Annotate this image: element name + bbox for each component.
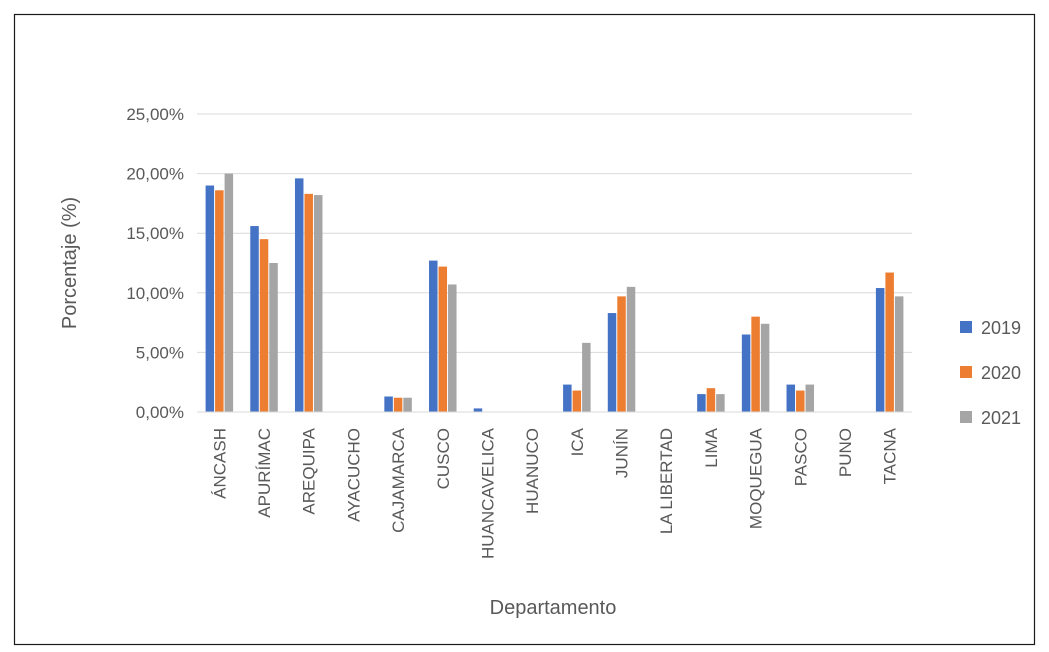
- bar-2019: [697, 394, 706, 412]
- bar-2021: [403, 397, 412, 412]
- bar-2019: [473, 408, 483, 412]
- y-tick-label: 10,00%: [126, 284, 184, 303]
- bar-2021: [313, 195, 323, 412]
- x-tick-label: ÁNCASH: [210, 428, 229, 499]
- legend-swatch: [960, 366, 972, 378]
- legend-swatch: [960, 411, 972, 423]
- bar-2021: [626, 286, 636, 412]
- bar-2021: [894, 296, 904, 412]
- y-tick-label: 15,00%: [126, 224, 184, 243]
- bar-2020: [304, 193, 313, 412]
- x-tick-label: HUANUCO: [523, 428, 542, 514]
- bar-2019: [294, 178, 304, 412]
- bar-2019: [250, 226, 259, 412]
- bar-2020: [393, 397, 403, 412]
- x-tick-label: LA LIBERTAD: [657, 428, 676, 534]
- bar-2021: [224, 173, 234, 412]
- legend-label: 2020: [981, 363, 1021, 383]
- x-axis-title: Departamento: [490, 597, 617, 619]
- bar-2019: [786, 384, 796, 412]
- bar-2020: [796, 390, 805, 412]
- bar-2021: [716, 394, 725, 412]
- bar-2021: [805, 384, 815, 412]
- y-tick-label: 0,00%: [136, 403, 184, 422]
- x-tick-label: TACNA: [881, 427, 900, 484]
- x-tick-label: MOQUEGUA: [747, 427, 766, 529]
- y-tick-label: 20,00%: [126, 165, 184, 184]
- y-tick-label: 25,00%: [126, 105, 184, 124]
- x-tick-label: AYACUCHO: [344, 428, 363, 522]
- x-tick-label: PUNO: [836, 428, 855, 477]
- bar-2021: [448, 284, 457, 412]
- bar-2019: [607, 313, 617, 412]
- x-tick-label: HUANCAVELICA: [478, 427, 497, 559]
- x-tick-label: JUNÍN: [613, 428, 632, 478]
- bars: [205, 173, 904, 412]
- legend-label: 2021: [981, 408, 1021, 428]
- legend: 2019 2020 2021: [960, 318, 1021, 428]
- bar-2021: [760, 323, 770, 412]
- bar-2019: [563, 384, 572, 412]
- bar-2019: [205, 185, 215, 412]
- x-tick-label: ICA: [568, 427, 587, 456]
- x-tick-label: PASCO: [791, 428, 810, 486]
- bar-2020: [572, 390, 582, 412]
- x-tick-label: APURÍMAC: [255, 428, 274, 518]
- bar-2021: [582, 342, 591, 412]
- bar-2020: [617, 296, 626, 412]
- x-tick-label: CAJAMARCA: [389, 427, 408, 533]
- y-axis-title: Porcentaje (%): [59, 197, 81, 329]
- x-tick-label: LIMA: [702, 427, 721, 467]
- bar-2020: [885, 272, 894, 412]
- x-tick-label: AREQUIPA: [300, 427, 319, 514]
- x-axis-ticks: ÁNCASH APURÍMAC AREQUIPA AYACUCHO CAJAMARCA C…: [210, 427, 899, 559]
- legend-swatch: [960, 321, 972, 333]
- y-tick-label: 5,00%: [136, 343, 184, 362]
- chart-border: [13, 13, 1036, 646]
- bar-2019: [741, 334, 751, 412]
- legend-label: 2019: [981, 318, 1021, 338]
- bar-2020: [438, 266, 448, 412]
- x-tick-label: CUSCO: [434, 428, 453, 489]
- y-axis-ticks: 0,00% 5,00% 10,00% 15,00% 20,00% 25,00%: [126, 105, 184, 422]
- bar-2019: [875, 288, 885, 412]
- bar-2021: [269, 263, 278, 412]
- bar-2020: [259, 239, 269, 412]
- bar-2020: [215, 190, 224, 412]
- bar-2019: [384, 396, 393, 412]
- bar-2020: [751, 316, 760, 412]
- bar-2019: [429, 260, 438, 412]
- bar-2020: [706, 388, 716, 412]
